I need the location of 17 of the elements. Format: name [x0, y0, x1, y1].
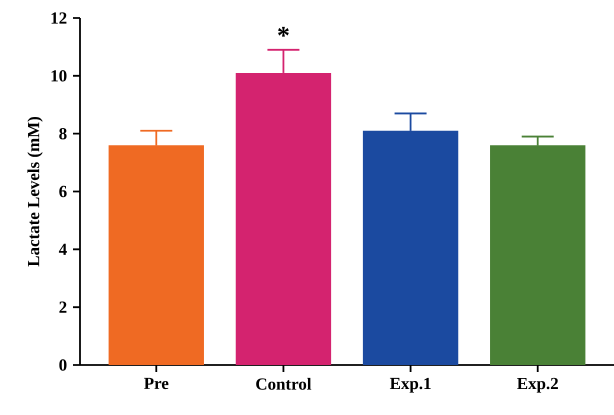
annotation: * [278, 26, 289, 37]
y-tick-label: 10 [52, 70, 67, 82]
bar [362, 130, 458, 365]
y-axis-title: Lactate Levels (mM) [27, 116, 43, 266]
x-tick-label: Exp.1 [390, 378, 431, 393]
x-tick-label: Pre [144, 378, 168, 390]
x-tick-label: Exp.2 [517, 378, 558, 393]
y-tick-label: 0 [59, 359, 67, 371]
x-tick-label: Control [256, 378, 312, 390]
y-tick-label: 12 [52, 12, 66, 24]
y-tick-label: 4 [58, 244, 67, 255]
bar [108, 145, 204, 365]
y-tick-label: 6 [59, 186, 67, 198]
bar [490, 145, 586, 365]
y-tick-label: 8 [59, 128, 67, 140]
bar [236, 72, 332, 365]
y-tick-label: 2 [59, 302, 66, 313]
